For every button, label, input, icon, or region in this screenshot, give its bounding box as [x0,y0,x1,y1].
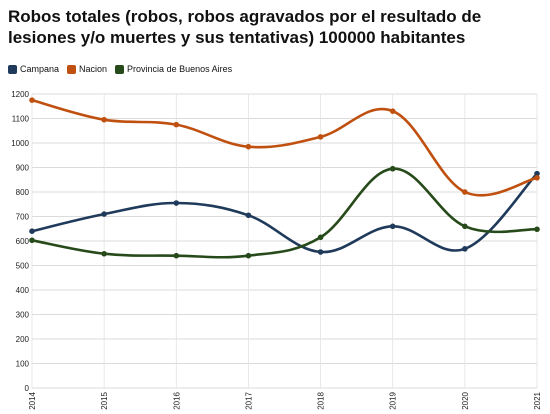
point-provincia-2016 [173,252,180,259]
chart-legend: Campana Nacion Provincia de Buenos Aires [8,64,240,74]
point-nacion-2019 [389,108,396,114]
point-campana-2014 [29,228,35,234]
y-tick-label-1100: 1100 [12,115,30,124]
point-nacion-2021 [534,174,540,181]
point-campana-2016 [173,200,180,206]
chart-title: Robos totales (robos, robos agravados po… [8,7,482,47]
y-tick-label-100: 100 [16,360,30,369]
y-tick-label-0: 0 [25,384,30,393]
point-provincia-2017 [245,252,252,259]
legend-item-campana: Campana [8,64,59,74]
y-tick-label-900: 900 [16,164,30,173]
x-tick-label-2021: 2021 [533,391,542,409]
point-provincia-2020 [462,223,468,230]
legend-item-provincia: Provincia de Buenos Aires [115,64,232,74]
series-line-nacion [30,98,539,197]
series-line-provincia [30,167,539,259]
legend-swatch-nacion [67,64,77,74]
y-tick-label-1000: 1000 [11,139,29,148]
point-campana-2021 [534,170,540,177]
y-tick-label-800: 800 [16,188,30,197]
point-campana-2017 [245,212,252,219]
y-tick-label-300: 300 [16,311,30,320]
x-tick-label-2015: 2015 [100,391,109,409]
point-campana-2015 [101,211,107,217]
point-campana-2020 [462,246,468,252]
y-tick-label-400: 400 [16,286,30,295]
x-tick-label-2020: 2020 [461,391,470,409]
point-campana-2018 [317,249,324,255]
legend-label-campana: Campana [20,64,60,74]
legend-label-nacion: Nacion [79,64,108,74]
point-provincia-2021 [534,226,540,233]
legend-swatch-campana [8,64,17,74]
point-nacion-2016 [173,121,180,128]
y-tick-label-600: 600 [16,237,30,246]
point-provincia-2018 [317,234,324,241]
y-tick-label-700: 700 [16,213,30,222]
x-tick-label-2019: 2019 [389,391,398,409]
y-tick-label-1200: 1200 [11,90,29,99]
legend-item-nacion: Nacion [67,64,107,74]
point-nacion-2017 [245,143,252,150]
point-campana-2019 [389,223,396,230]
x-tick-label-2016: 2016 [172,391,181,409]
y-tick-label-500: 500 [16,262,30,271]
point-nacion-2020 [462,189,468,195]
legend-label-provincia: Provincia de Buenos Aires [127,64,233,74]
point-nacion-2014 [29,97,35,103]
point-provincia-2015 [101,250,107,257]
y-tick-label-200: 200 [16,335,30,344]
x-tick-label-2018: 2018 [317,391,326,409]
x-tick-label-2014: 2014 [28,391,37,409]
point-nacion-2015 [101,116,107,123]
point-provincia-2014 [29,237,35,244]
series-line-campana [30,172,539,254]
point-nacion-2018 [317,134,324,140]
point-provincia-2019 [389,165,396,172]
legend-swatch-provincia [115,64,125,74]
x-tick-label-2017: 2017 [244,391,253,409]
